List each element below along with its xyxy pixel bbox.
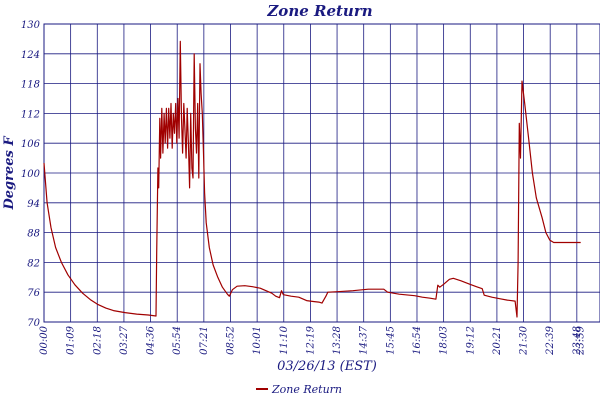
x-tick-label: 00:00 <box>39 325 50 354</box>
x-tick-label: 16:54 <box>412 326 423 355</box>
x-tick-label: 19:12 <box>465 326 476 355</box>
x-tick-label: 03:27 <box>119 325 130 354</box>
x-tick-label: 18:03 <box>439 326 450 355</box>
x-tick-label: 05:54 <box>172 326 183 355</box>
y-tick-label: 106 <box>21 139 41 150</box>
y-tick-label: 112 <box>21 109 40 120</box>
x-tick-label: 13:28 <box>332 326 343 355</box>
x-tick-label: 22:39 <box>545 325 556 355</box>
x-tick-label: 12:19 <box>305 325 316 354</box>
y-tick-label: 130 <box>21 20 41 31</box>
plot-frame <box>43 23 600 323</box>
x-tick-label: 15:45 <box>385 326 396 355</box>
x-axis-label: 03/26/13 (EST) <box>277 359 377 374</box>
x-tick-label: 20:21 <box>492 326 503 356</box>
y-tick-label: 100 <box>21 169 41 180</box>
y-tick-label: 88 <box>27 229 40 240</box>
x-tick-label: 10:01 <box>252 326 263 355</box>
x-tick-label: 07:21 <box>199 326 210 355</box>
x-tick-labels: 00:00 01:09 02:18 03:27 04:36 05:54 07:21 08:52… <box>39 325 587 355</box>
y-tick-label: 124 <box>21 50 40 61</box>
y-tick-label: 76 <box>27 288 40 299</box>
legend: Zone Return <box>256 383 342 396</box>
y-tick-label: 118 <box>21 80 40 91</box>
x-tick-label: 04:36 <box>146 325 157 354</box>
y-tick-label: 82 <box>27 258 40 269</box>
x-tick-label: 08:52 <box>225 326 236 355</box>
x-tick-label: 21:30 <box>519 325 530 355</box>
y-tick-label: 70 <box>27 318 40 329</box>
x-tick-label: 23:48 <box>572 326 583 356</box>
series-layer <box>43 40 581 318</box>
x-tick-label: 14:37 <box>359 325 370 354</box>
y-tick-labels: 70 76 82 88 94 100 106 112 118 124 130 <box>21 20 41 329</box>
legend-label: Zone Return <box>271 383 342 396</box>
chart-title: Zone Return <box>266 2 372 20</box>
y-axis-label: Degrees F <box>2 136 17 211</box>
x-tick-label: 11:10 <box>279 325 290 354</box>
x-tick-label: 23:59 <box>576 325 587 355</box>
series-line-zone-return <box>43 40 581 318</box>
x-tick-label: 01:09 <box>66 325 77 354</box>
x-tick-label: 02:18 <box>92 326 103 355</box>
y-tick-label: 94 <box>27 199 40 210</box>
grid <box>43 23 600 323</box>
